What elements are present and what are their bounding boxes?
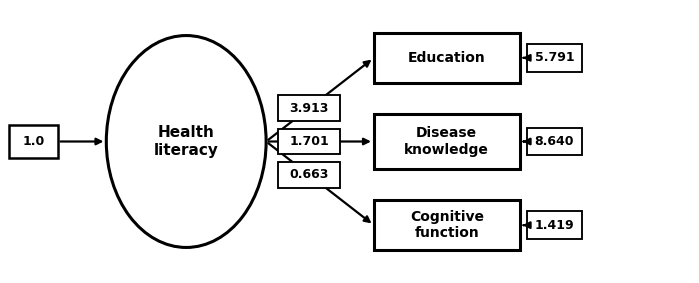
FancyBboxPatch shape (278, 162, 340, 188)
FancyBboxPatch shape (374, 200, 520, 250)
Text: Health
literacy: Health literacy (154, 125, 219, 158)
FancyBboxPatch shape (278, 129, 340, 154)
Text: 1.701: 1.701 (289, 135, 329, 148)
Text: Education: Education (408, 51, 486, 65)
FancyBboxPatch shape (9, 125, 58, 158)
Text: 8.640: 8.640 (535, 135, 574, 148)
Text: 3.913: 3.913 (289, 102, 329, 115)
Text: 1.419: 1.419 (535, 219, 575, 232)
FancyBboxPatch shape (374, 33, 520, 83)
Text: 1.0: 1.0 (22, 135, 45, 148)
Text: 0.663: 0.663 (289, 168, 329, 181)
FancyBboxPatch shape (526, 211, 582, 239)
FancyBboxPatch shape (278, 95, 340, 121)
Text: Cognitive
function: Cognitive function (410, 210, 484, 240)
Ellipse shape (106, 36, 266, 247)
Text: Disease
knowledge: Disease knowledge (404, 127, 489, 156)
FancyBboxPatch shape (374, 113, 520, 170)
FancyBboxPatch shape (526, 44, 582, 72)
FancyBboxPatch shape (526, 128, 582, 155)
Text: 5.791: 5.791 (535, 51, 575, 64)
